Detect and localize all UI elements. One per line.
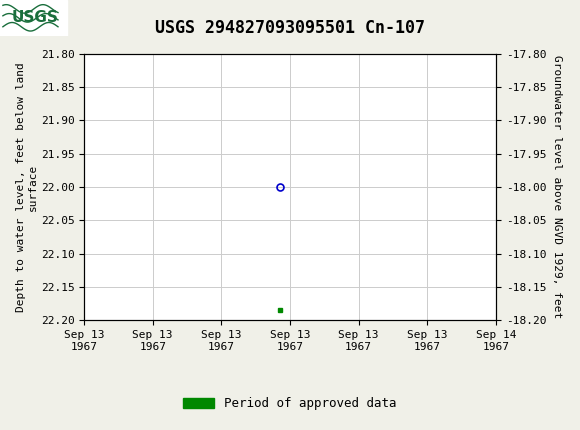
Text: USGS: USGS	[11, 10, 58, 25]
Y-axis label: Depth to water level, feet below land
surface: Depth to water level, feet below land su…	[16, 62, 38, 312]
Legend: Period of approved data: Period of approved data	[178, 392, 402, 415]
FancyBboxPatch shape	[0, 0, 67, 36]
Y-axis label: Groundwater level above NGVD 1929, feet: Groundwater level above NGVD 1929, feet	[552, 55, 561, 319]
Text: USGS 294827093095501 Cn-107: USGS 294827093095501 Cn-107	[155, 19, 425, 37]
